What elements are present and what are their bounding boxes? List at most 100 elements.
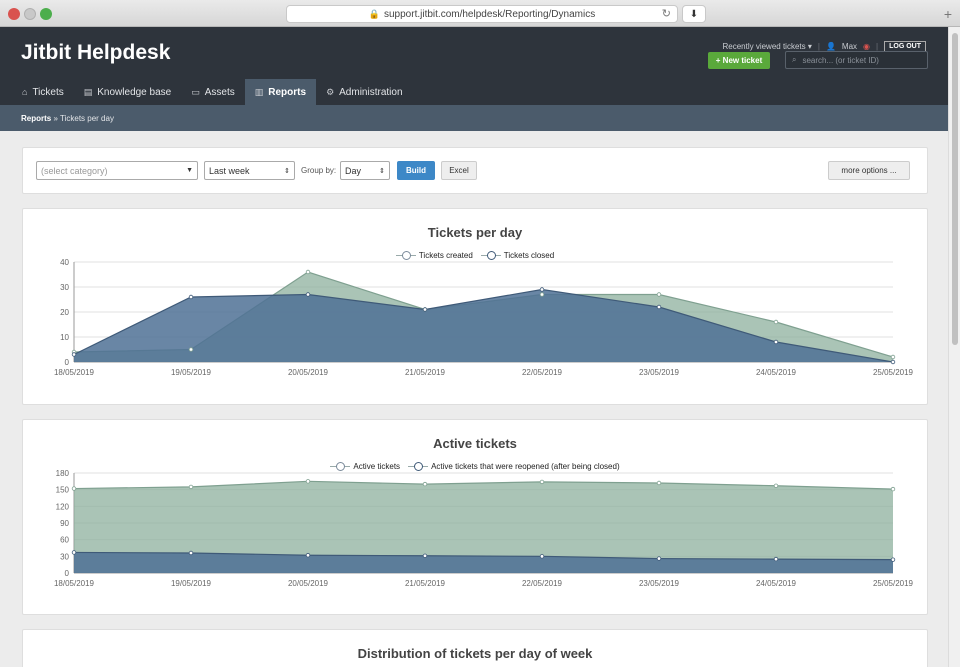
excel-button[interactable]: Excel <box>441 161 477 180</box>
data-point <box>422 481 428 487</box>
y-tick-label: 150 <box>56 486 70 495</box>
date-range-select[interactable]: Last week ⇕ <box>204 161 295 180</box>
legend-label: Active tickets <box>353 462 401 471</box>
nav-label: Tickets <box>32 86 64 98</box>
data-point <box>890 486 896 492</box>
legend-swatch <box>480 251 501 260</box>
chart-legend: Tickets created Tickets closed <box>23 251 927 260</box>
series-area <box>74 481 893 573</box>
breadcrumb: Reports » Tickets per day <box>0 105 948 131</box>
data-point <box>773 339 779 345</box>
chart-canvas: 0 10 20 30 40 18/05/2019 19/05/2019 20/05/2019 2… <box>54 258 914 377</box>
search-input[interactable]: ⌕ search... (or ticket ID) <box>785 51 928 69</box>
recently-viewed-dropdown[interactable]: Recently viewed tickets ▾ <box>722 42 812 51</box>
filters-panel: (select category) ▼ Last week ⇕ Group by… <box>22 147 928 194</box>
legend-item[interactable]: Active tickets <box>330 462 400 471</box>
nav-assets[interactable]: ▭ Assets <box>181 79 245 105</box>
chart-legend: Active tickets Active tickets that were … <box>23 462 927 471</box>
minimize-window-button[interactable] <box>24 8 36 20</box>
data-point <box>71 550 77 555</box>
series-line <box>73 551 894 561</box>
nav-administration[interactable]: ⚙ Administration <box>316 79 412 105</box>
series-line <box>73 288 894 363</box>
brand-logo[interactable]: Jitbit Helpdesk <box>21 41 171 64</box>
legend-item[interactable]: Tickets created <box>395 251 473 260</box>
group-by-select[interactable]: Day ⇕ <box>340 161 390 180</box>
browser-toolbar: 🔒 support.jitbit.com/helpdesk/Reporting/… <box>0 0 960 27</box>
data-point <box>305 553 311 558</box>
data-point <box>188 484 194 490</box>
distribution-panel: Distribution of tickets per day of week <box>22 629 928 667</box>
x-tick-label: 21/05/2019 <box>405 579 446 588</box>
breadcrumb-current: » Tickets per day <box>53 113 114 123</box>
category-select[interactable]: (select category) ▼ <box>36 161 198 180</box>
more-options-button[interactable]: more options ... <box>828 161 910 180</box>
y-tick-label: 20 <box>60 308 69 317</box>
updown-icon: ⇕ <box>379 167 385 175</box>
data-point <box>656 480 662 486</box>
data-point <box>71 486 77 491</box>
x-tick-label: 22/05/2019 <box>522 579 563 588</box>
gear-icon: ⚙ <box>326 86 335 97</box>
nav-knowledge-base[interactable]: ▤ Knowledge base <box>74 79 181 105</box>
nav-label: Assets <box>204 86 235 98</box>
download-icon[interactable]: ⬇ <box>682 5 706 23</box>
data-point <box>656 292 662 297</box>
user-icon: 👤 <box>825 42 836 51</box>
data-point <box>773 319 779 325</box>
active-tickets-panel: Active tickets Active tickets Active tic… <box>22 419 928 615</box>
breadcrumb-reports-link[interactable]: Reports <box>21 113 52 123</box>
search-placeholder: search... (or ticket ID) <box>802 55 879 65</box>
y-tick-label: 60 <box>60 536 69 545</box>
category-placeholder: (select category) <box>41 165 108 176</box>
y-tick-label: 0 <box>65 569 70 578</box>
x-tick-label: 20/05/2019 <box>288 368 329 377</box>
x-tick-label: 19/05/2019 <box>171 368 212 377</box>
close-window-button[interactable] <box>8 8 20 20</box>
reload-icon[interactable]: ↻ <box>661 8 671 20</box>
search-icon: ⌕ <box>792 55 797 64</box>
group-by-value: Day <box>345 165 362 176</box>
data-point <box>890 354 896 360</box>
chart-title: Distribution of tickets per day of week <box>357 646 593 661</box>
page-scrollbar[interactable] <box>948 27 960 667</box>
series-area <box>74 552 893 573</box>
x-tick-label: 24/05/2019 <box>756 579 797 588</box>
y-tick-label: 90 <box>60 519 69 528</box>
data-point <box>71 352 77 357</box>
data-point <box>890 359 896 365</box>
x-tick-label: 25/05/2019 <box>873 579 914 588</box>
new-tab-button[interactable]: + <box>943 6 953 22</box>
url-text: support.jitbit.com/helpdesk/Reporting/Dy… <box>384 8 596 20</box>
x-tick-label: 23/05/2019 <box>639 579 680 588</box>
x-tick-label: 21/05/2019 <box>405 368 446 377</box>
user-name[interactable]: Max <box>841 42 858 51</box>
scroll-thumb[interactable] <box>952 33 958 345</box>
maximize-window-button[interactable] <box>40 8 52 20</box>
divider: | <box>876 42 879 51</box>
data-point <box>773 556 779 562</box>
legend-item[interactable]: Tickets closed <box>480 251 554 260</box>
data-point <box>422 553 428 558</box>
nav-reports[interactable]: ▥ Reports <box>244 79 317 105</box>
x-tick-label: 19/05/2019 <box>171 579 212 588</box>
data-point <box>539 292 545 297</box>
laptop-icon: ▭ <box>191 86 200 97</box>
nav-tickets[interactable]: ⌂ Tickets <box>12 79 74 105</box>
chart-canvas: 0 30 60 90 120 150 180 18/05/2019 19/05/2019 20/0… <box>54 469 914 588</box>
new-ticket-button[interactable]: + New ticket <box>708 52 770 69</box>
address-bar[interactable]: 🔒 support.jitbit.com/helpdesk/Reporting/… <box>286 5 678 23</box>
ticket-icon: ⌂ <box>22 87 28 97</box>
chart-title: Active tickets <box>433 436 517 451</box>
legend-swatch <box>330 462 351 471</box>
x-tick-label: 25/05/2019 <box>873 368 914 377</box>
notification-icon[interactable]: ◉ <box>863 42 871 51</box>
build-button[interactable]: Build <box>397 161 435 180</box>
group-by-label: Group by: <box>301 166 337 175</box>
y-tick-label: 30 <box>60 552 69 561</box>
y-tick-label: 0 <box>65 358 70 367</box>
data-point <box>305 269 311 275</box>
x-tick-label: 18/05/2019 <box>54 368 95 377</box>
series-line <box>73 480 894 490</box>
legend-item[interactable]: Active tickets that were reopened (after… <box>408 462 620 471</box>
